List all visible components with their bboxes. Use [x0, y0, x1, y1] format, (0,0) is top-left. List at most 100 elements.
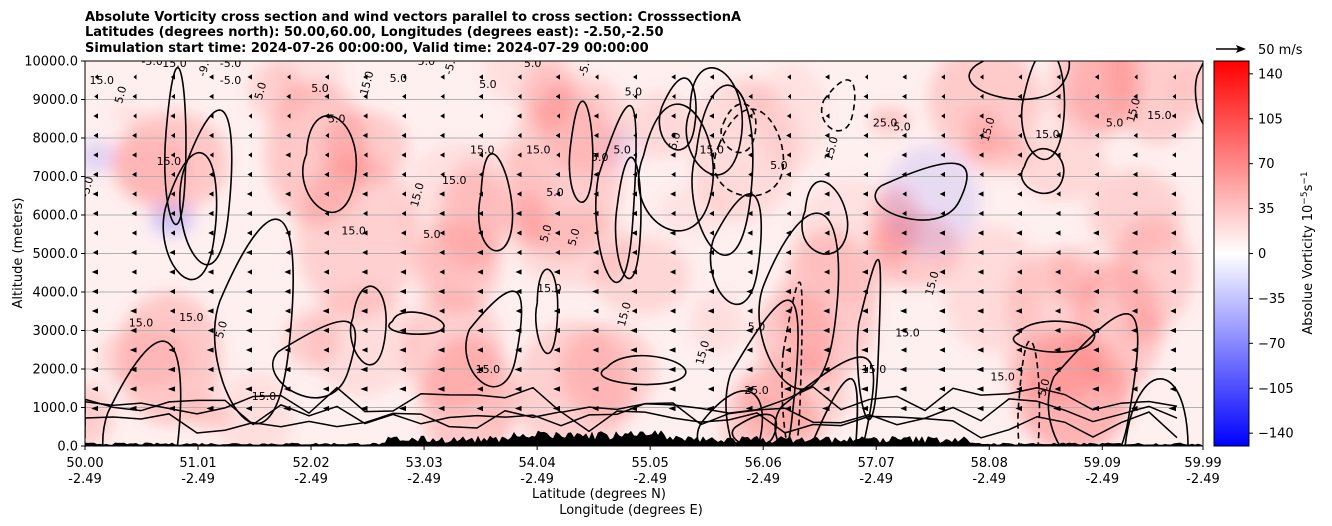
vorticity-blob: [482, 61, 576, 107]
wind-vector: [862, 230, 868, 236]
wind-vector: [438, 327, 445, 334]
wind-vector: [709, 230, 714, 236]
wind-vector: [552, 405, 560, 412]
vorticity-blob: [85, 141, 116, 172]
wind-vector: [247, 171, 252, 178]
wind-vector: [207, 249, 214, 256]
wind-vector: [556, 152, 560, 158]
wind-vector: [1172, 74, 1176, 80]
wind-vector: [477, 230, 483, 236]
wind-vector: [284, 288, 291, 295]
wind-vector: [1134, 74, 1138, 80]
wind-vector: [1015, 249, 1022, 256]
wind-vector: [745, 386, 753, 392]
wind-vector: [475, 366, 483, 373]
contour-label: 15.0: [341, 224, 366, 237]
wind-vector: [93, 132, 98, 139]
wind-vector: [864, 74, 868, 80]
wind-vector: [862, 249, 868, 256]
contour-label: 15.0: [442, 174, 467, 187]
wind-vector: [399, 288, 406, 295]
wind-vector: [283, 366, 291, 373]
wind-vector: [900, 308, 907, 314]
wind-vector: [1015, 288, 1022, 295]
wind-vector: [787, 74, 791, 80]
wind-vector: [476, 386, 483, 392]
wind-vector: [979, 113, 984, 119]
wind-vector: [709, 171, 714, 178]
wind-vector: [363, 113, 368, 119]
wind-vector: [940, 132, 945, 139]
y-tick-label: 3000.0: [33, 324, 79, 339]
x-tick-label-lon: -2.49: [181, 472, 215, 487]
vorticity-blob: [322, 110, 409, 183]
contour-line: [774, 356, 875, 446]
wind-vector: [1133, 210, 1138, 217]
wind-vector: [591, 366, 599, 373]
contour-label: 15.0: [179, 311, 204, 324]
contour-label: 15.0: [358, 70, 377, 97]
wind-vector: [284, 347, 291, 353]
wind-vector: [363, 93, 368, 100]
contour-line: [1020, 147, 1065, 195]
wind-vector: [323, 327, 329, 334]
wind-vector: [285, 230, 291, 236]
wind-vector: [324, 191, 329, 197]
wind-vector: [710, 93, 714, 100]
wind-vector: [208, 230, 214, 236]
wind-vector: [170, 191, 175, 197]
wind-vector: [437, 386, 445, 392]
contour-label: 5.0: [479, 78, 497, 91]
wind-vector: [206, 347, 214, 353]
wind-vector: [861, 347, 868, 353]
wind-vector: [1170, 230, 1176, 236]
contour-label: -5.0: [220, 74, 241, 87]
contour-label: -5.0: [576, 54, 594, 78]
wind-vector: [593, 249, 599, 256]
contour-line: [874, 162, 968, 221]
wind-vector: [515, 210, 522, 217]
vorticity-blob: [756, 289, 835, 381]
contour-line: [812, 378, 859, 446]
y-axis-label: Altitude (meters): [11, 198, 26, 309]
contour-line: [658, 77, 697, 151]
contour-label: 15.0: [162, 57, 187, 70]
contour-line: [163, 67, 187, 225]
wind-vector: [245, 327, 252, 334]
contour-label: 5.0: [524, 57, 542, 70]
wind-vector: [1208, 347, 1215, 352]
wind-vector: [861, 308, 868, 314]
wind-vector: [670, 249, 676, 256]
colorbar-gradient: [1213, 60, 1250, 447]
wind-vector: [941, 93, 945, 100]
wind-vector: [786, 113, 791, 119]
wind-vector: [980, 93, 984, 100]
wind-vector: [170, 152, 175, 158]
wind-vector: [362, 171, 368, 178]
wind-vector: [1092, 405, 1099, 412]
wind-vector: [1172, 93, 1176, 100]
wind-vector: [1054, 327, 1061, 334]
wind-vector: [1133, 132, 1138, 139]
wind-vector: [1056, 74, 1061, 80]
x-tick-label-lat: 58.08: [971, 456, 1008, 471]
wind-vector: [748, 93, 753, 100]
contour-line: [162, 151, 218, 281]
x-tick-label-lon: -2.49: [633, 472, 667, 487]
wind-vector: [555, 171, 560, 178]
colorbar-tick-label: −140: [1258, 427, 1294, 442]
wind-vector: [978, 191, 984, 197]
wind-vector: [92, 171, 98, 178]
wind-vector: [825, 113, 830, 119]
wind-vector: [978, 210, 984, 217]
wind-vector: [285, 210, 291, 217]
wind-vector: [748, 152, 753, 158]
contour-line: [713, 108, 785, 197]
wind-vector: [91, 269, 98, 275]
wind-vector: [1130, 405, 1138, 412]
contour-label: 15.0: [476, 363, 501, 376]
wind-vector: [592, 405, 599, 412]
wind-vector: [630, 327, 637, 334]
contour-line: [1047, 312, 1139, 446]
colorbar-ticks: 140 105 70 35 0 −35 −70 −105 −140: [1249, 67, 1294, 442]
